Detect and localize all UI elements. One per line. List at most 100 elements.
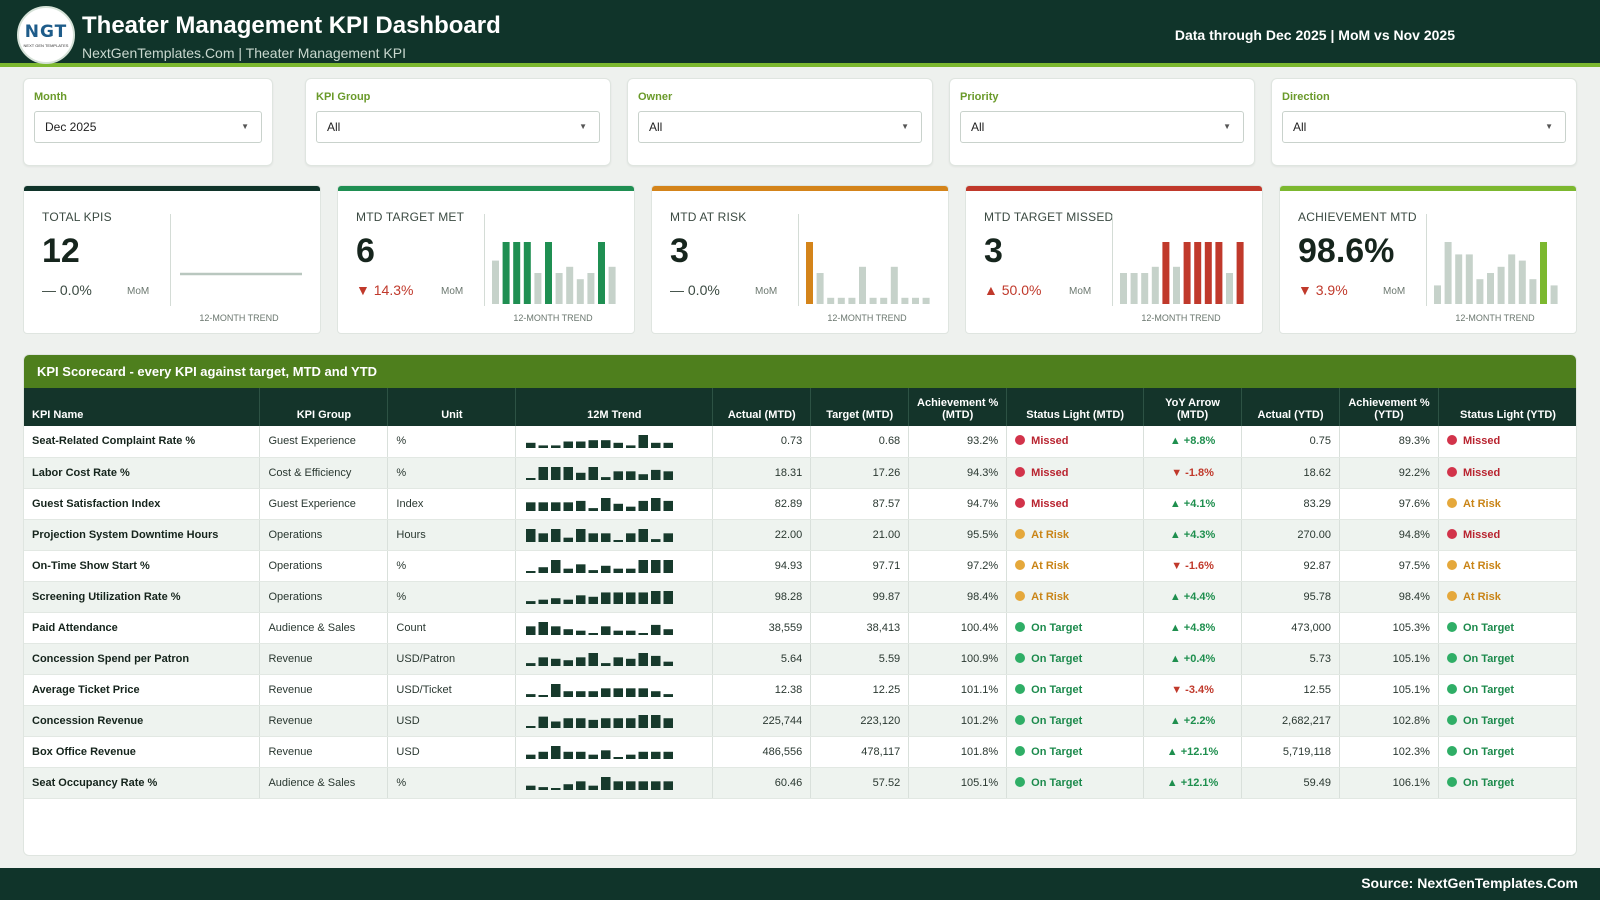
month-dropdown[interactable]: Dec 2025 ▼	[34, 111, 262, 143]
sparkline-bar	[663, 590, 674, 604]
table-row[interactable]: On-Time Show Start % Operations% 94.93 97.7…	[24, 550, 1576, 582]
sparkline-bar	[663, 559, 674, 573]
priority-dropdown[interactable]: All ▼	[960, 111, 1244, 143]
sparkline-bar	[538, 621, 549, 635]
table-row[interactable]: Screening Utilization Rate % Operations% 9…	[24, 581, 1576, 613]
col-header-status-mtd[interactable]: Status Light (MTD)	[1006, 388, 1145, 426]
table-row[interactable]: Projection System Downtime Hours Operatio…	[24, 519, 1576, 551]
col-header-achievement-ytd[interactable]: Achievement % (YTD)	[1339, 388, 1439, 426]
filter-owner: Owner All ▼	[627, 78, 933, 166]
page-title: Theater Management KPI Dashboard	[82, 12, 501, 39]
achievement-mtd-cell: 101.1%	[908, 674, 1008, 706]
caret-down-icon: ▼	[579, 122, 587, 131]
actual-ytd-cell: 95.78	[1241, 581, 1340, 613]
status-ytd-text: On Target	[1462, 621, 1515, 634]
sparkline-bar	[576, 594, 586, 604]
sparkline-bar	[663, 661, 674, 666]
actual-mtd-cell: 12.38	[712, 674, 812, 706]
status-mtd-text: On Target	[1031, 683, 1083, 696]
actual-mtd-cell: 98.28	[712, 581, 812, 613]
direction-dropdown[interactable]: All ▼	[1282, 111, 1566, 143]
kpi-delta: — 0.0%	[670, 282, 720, 298]
sparkline-bar	[651, 780, 661, 790]
sparkline-bar	[827, 297, 835, 304]
table-row[interactable]: Labor Cost Rate % Cost & Efficiency% 18.31…	[24, 457, 1576, 489]
status-light-icon	[1446, 652, 1457, 663]
actual-mtd-cell: 94.93	[712, 550, 812, 582]
kpi-group-cell: Operations	[259, 550, 389, 582]
table-row[interactable]: Average Ticket Price Revenue USD/Ticket 12.…	[24, 674, 1576, 706]
sparkline-bar	[601, 565, 611, 573]
status-mtd-cell: On Target	[1006, 705, 1145, 737]
filter-label: Direction	[1282, 91, 1330, 103]
owner-dropdown[interactable]: All ▼	[638, 111, 922, 143]
sparkline-bar	[601, 532, 611, 542]
table-row[interactable]: Concession Revenue Revenue USD 225,744 223,1…	[24, 705, 1576, 737]
sparkline-bar	[598, 242, 605, 304]
sparkline-bar	[551, 745, 561, 759]
achievement-ytd-cell: 106.1%	[1339, 767, 1439, 799]
kpi-group-cell: Revenue	[259, 736, 389, 768]
sparkline-bar	[538, 716, 549, 728]
table-row[interactable]: Concession Spend per Patron Revenue USD/Pa…	[24, 643, 1576, 675]
status-light-icon	[1446, 621, 1457, 632]
table-row[interactable]: Guest Satisfaction Index Guest Experience…	[24, 488, 1576, 520]
sparkline-bar	[551, 683, 561, 697]
sparkline-bar	[601, 662, 611, 666]
status-ytd-cell: At Risk	[1438, 581, 1576, 613]
unit-cell: %	[387, 426, 517, 458]
unit-cell: Index	[387, 488, 517, 520]
unit-cell: %	[387, 581, 517, 613]
status-ytd-text: At Risk	[1462, 590, 1501, 603]
achievement-mtd-cell: 105.1%	[908, 767, 1008, 799]
col-header-yoy-mtd[interactable]: YoY Arrow (MTD)	[1143, 388, 1243, 426]
col-header-trend[interactable]: 12M Trend	[515, 388, 714, 426]
col-header-kpi-group[interactable]: KPI Group	[259, 388, 389, 426]
col-header-achievement-mtd[interactable]: Achievement % (MTD)	[908, 388, 1008, 426]
col-header-unit[interactable]: Unit	[387, 388, 517, 426]
col-header-actual-mtd[interactable]: Actual (MTD)	[712, 388, 812, 426]
table-row[interactable]: Seat-Related Complaint Rate % Guest Exper…	[24, 426, 1576, 458]
delta-down-icon: ▼	[356, 282, 370, 298]
kpi-sparkline	[806, 242, 930, 304]
sparkline-bar	[563, 659, 574, 666]
sparkline-bar	[1151, 266, 1159, 304]
col-header-target-mtd[interactable]: Target (MTD)	[810, 388, 910, 426]
row-sparkline	[526, 714, 674, 728]
status-mtd-text: Missed	[1031, 497, 1069, 510]
sparkline-bar	[526, 754, 536, 759]
kpi-mom-label: MoM	[127, 286, 150, 297]
kpi-card-target-missed: MTD TARGET MISSED 3 ▲ 50.0% MoM 12-MONTH…	[965, 185, 1263, 334]
table-row[interactable]: Paid Attendance Audience & Sales Count 38,5…	[24, 612, 1576, 644]
col-header-kpi-name[interactable]: KPI Name	[24, 388, 261, 426]
status-light-icon	[1015, 466, 1026, 477]
status-light-icon	[1446, 435, 1457, 446]
sparkline-bar	[563, 599, 574, 604]
col-header-status-ytd[interactable]: Status Light (YTD)	[1438, 388, 1576, 426]
sparkline-bar	[638, 632, 649, 635]
sparkline-bar	[806, 242, 813, 304]
achievement-mtd-cell: 93.2%	[908, 426, 1008, 458]
yoy-value: -1.8%	[1185, 466, 1214, 479]
sparkline-bar	[626, 445, 636, 449]
col-header-actual-ytd[interactable]: Actual (YTD)	[1241, 388, 1340, 426]
sparkline-bar	[601, 497, 611, 511]
table-row[interactable]: Box Office Revenue Revenue USD 486,556 478,1…	[24, 736, 1576, 768]
kpi-label: TOTAL KPIS	[42, 210, 112, 224]
status-ytd-cell: On Target	[1438, 674, 1576, 706]
kpi-delta-value: 14.3%	[373, 282, 414, 298]
kpi-delta: ▼ 3.9%	[1298, 282, 1348, 298]
sparkline-bar	[651, 714, 661, 728]
kpi-trend-label: 12-MONTH TREND	[827, 313, 907, 323]
status-mtd-cell: At Risk	[1006, 519, 1145, 551]
sparkline-bar	[1444, 242, 1452, 304]
table-row[interactable]: Seat Occupancy Rate % Audience & Sales% 60…	[24, 767, 1576, 799]
sparkline-bar	[526, 785, 536, 790]
kpi-group-dropdown[interactable]: All ▼	[316, 111, 600, 143]
filter-kpi-group: KPI Group All ▼	[305, 78, 611, 166]
kpi-delta-value: 0.0%	[59, 282, 92, 298]
kpi-card-target-met: MTD TARGET MET 6 ▼ 14.3% MoM 12-MONTH TR…	[337, 185, 635, 334]
status-mtd-text: At Risk	[1031, 559, 1070, 572]
table-header-row: KPI Name KPI Group Unit 12M Trend Actual…	[24, 388, 1576, 426]
sparkline-bar	[1226, 273, 1233, 304]
